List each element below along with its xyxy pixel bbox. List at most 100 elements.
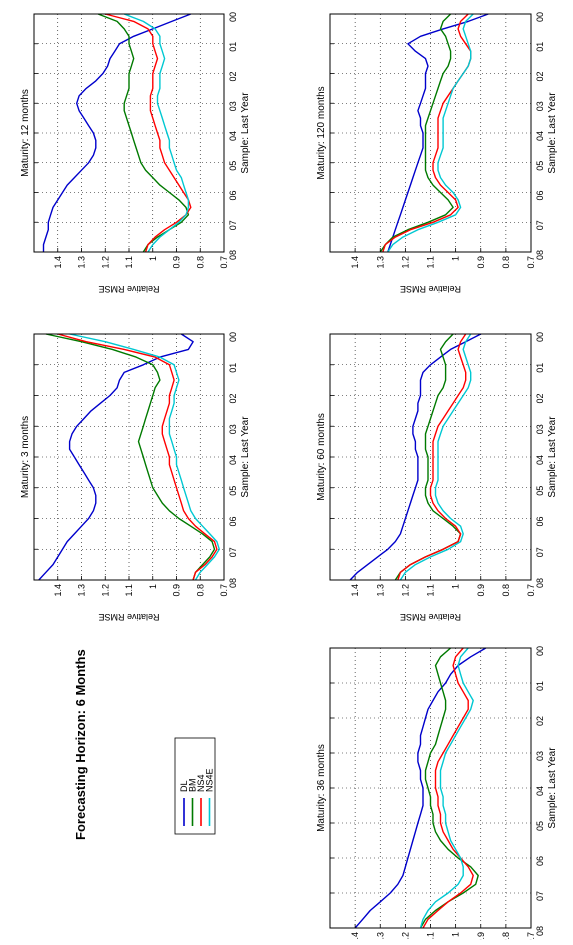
x-tick-label: 03 bbox=[535, 101, 545, 111]
x-tick-label: 05 bbox=[228, 161, 238, 171]
y-tick-label: 0.8 bbox=[195, 256, 205, 269]
y-tick-label: 1.2 bbox=[400, 584, 410, 597]
series-line-bm bbox=[419, 647, 479, 929]
x-tick-label: 03 bbox=[228, 424, 238, 434]
x-tick-label: 06 bbox=[535, 516, 545, 526]
y-tick-label: 1.1 bbox=[426, 256, 436, 269]
subplot-2: 0.7 0.8 0.9 1 1.1 1.2 1.3 1.4 00 01 02 03 04 05 06 07 08… bbox=[316, 12, 558, 294]
legend-label-bm: BM bbox=[188, 779, 198, 793]
series-line-ns4 bbox=[57, 333, 218, 581]
y-tick-label: 1 bbox=[451, 932, 461, 937]
y-tick-label: 0.9 bbox=[476, 256, 486, 269]
subplot-3: 0.7 0.8 0.9 1 1.1 1.2 1.3 1.4 00 01 02 03 04 05 06 07 08… bbox=[316, 332, 558, 622]
x-tick-label: 04 bbox=[535, 786, 545, 796]
y-axis-label: Relative RMSE bbox=[400, 284, 461, 294]
series-line-dl bbox=[38, 333, 194, 581]
subplot-title: Maturity: 36 months bbox=[316, 744, 327, 832]
x-tick-label: 06 bbox=[535, 190, 545, 200]
x-tick-label: 03 bbox=[228, 101, 238, 111]
y-tick-label: 0.8 bbox=[195, 584, 205, 597]
x-tick-label: 02 bbox=[535, 71, 545, 81]
y-tick-label: 1.1 bbox=[426, 932, 436, 940]
series-line-ns4 bbox=[397, 333, 467, 581]
x-tick-label: 04 bbox=[228, 131, 238, 141]
x-tick-label: 07 bbox=[228, 220, 238, 230]
x-tick-label: 04 bbox=[228, 455, 238, 465]
subplot-1: 0.7 0.8 0.9 1 1.1 1.2 1.3 1.4 00 01 02 03 04 05 06 07 08… bbox=[20, 332, 251, 622]
x-tick-label: 08 bbox=[228, 578, 238, 588]
y-tick-label: 1.2 bbox=[100, 584, 110, 597]
series-line-ns4 bbox=[105, 13, 192, 253]
x-tick-label: 01 bbox=[228, 363, 238, 373]
series-line-bm bbox=[379, 13, 454, 253]
x-tick-label: 07 bbox=[535, 547, 545, 557]
y-tick-label: 1.2 bbox=[100, 256, 110, 269]
x-tick-label: 01 bbox=[535, 363, 545, 373]
y-tick-label: 0.7 bbox=[526, 932, 536, 940]
y-tick-label: 1.2 bbox=[400, 256, 410, 269]
series-line-ns4e bbox=[387, 13, 474, 253]
y-axis-label: Relative RMSE bbox=[98, 284, 159, 294]
x-tick-label: 03 bbox=[535, 751, 545, 761]
y-tick-label: 1 bbox=[451, 584, 461, 589]
y-tick-label: 1.3 bbox=[375, 584, 385, 597]
x-tick-label: 00 bbox=[535, 12, 545, 22]
legend-label-dl: DL bbox=[179, 780, 189, 792]
y-tick-label: 1.1 bbox=[124, 256, 134, 269]
figure-title: Forecasting Horizon: 6 Months bbox=[73, 649, 88, 840]
series-line-dl bbox=[354, 647, 487, 929]
x-tick-label: 02 bbox=[535, 393, 545, 403]
x-axis-label: Sample: Last Year bbox=[240, 92, 251, 174]
y-axis-label: Relative RMSE bbox=[98, 612, 159, 622]
y-tick-label: 0.8 bbox=[501, 584, 511, 597]
x-tick-label: 05 bbox=[535, 161, 545, 171]
x-tick-label: 05 bbox=[535, 486, 545, 496]
subplot-0: 0.7 0.8 0.9 1 1.1 1.2 1.3 1.4 00 01 02 03 04 05 06 07 08… bbox=[20, 12, 251, 294]
y-tick-label: 1.1 bbox=[426, 584, 436, 597]
y-tick-label: 0.7 bbox=[526, 256, 536, 269]
y-tick-label: 1 bbox=[148, 584, 158, 589]
x-tick-label: 01 bbox=[228, 42, 238, 52]
subplot-title: Maturity: 12 months bbox=[20, 89, 31, 177]
y-tick-label: 1.4 bbox=[53, 256, 63, 269]
series-line-ns4e bbox=[399, 333, 472, 581]
x-tick-label: 08 bbox=[535, 926, 545, 936]
series-line-ns4e bbox=[419, 647, 474, 929]
y-axis-label: Relative RMSE bbox=[400, 612, 461, 622]
x-axis-label: Sample: Last Year bbox=[547, 747, 558, 829]
x-tick-label: 06 bbox=[535, 856, 545, 866]
x-tick-label: 02 bbox=[228, 393, 238, 403]
y-tick-label: 1 bbox=[148, 256, 158, 261]
subplot-title: Maturity: 120 months bbox=[316, 86, 327, 179]
series-line-dl bbox=[42, 13, 192, 252]
legend-box bbox=[174, 737, 216, 835]
x-tick-label: 07 bbox=[535, 891, 545, 901]
subplot-title: Maturity: 3 months bbox=[20, 416, 31, 498]
x-tick-label: 02 bbox=[535, 716, 545, 726]
series-line-dl bbox=[387, 13, 489, 253]
y-tick-label: 1.3 bbox=[77, 584, 87, 597]
y-tick-label: 1.4 bbox=[53, 584, 63, 597]
y-tick-label: 0.9 bbox=[476, 584, 486, 597]
x-tick-label: 06 bbox=[228, 190, 238, 200]
x-axis-label: Sample: Last Year bbox=[240, 416, 251, 498]
x-tick-label: 02 bbox=[228, 71, 238, 81]
x-tick-label: 07 bbox=[535, 220, 545, 230]
y-tick-label: 0.7 bbox=[526, 584, 536, 597]
x-tick-label: 01 bbox=[535, 681, 545, 691]
y-tick-label: 0.7 bbox=[219, 256, 229, 269]
x-axis-label: Sample: Last Year bbox=[547, 92, 558, 174]
y-tick-label: 1.4 bbox=[350, 584, 360, 597]
y-tick-label: 0.9 bbox=[476, 932, 486, 940]
x-tick-label: 00 bbox=[535, 646, 545, 656]
y-tick-label: 0.9 bbox=[172, 256, 182, 269]
series-line-dl bbox=[349, 333, 482, 581]
x-tick-label: 04 bbox=[535, 455, 545, 465]
y-tick-label: 0.7 bbox=[219, 584, 229, 597]
x-tick-label: 06 bbox=[228, 516, 238, 526]
x-tick-label: 04 bbox=[535, 131, 545, 141]
y-tick-label: 1.4 bbox=[350, 932, 360, 940]
